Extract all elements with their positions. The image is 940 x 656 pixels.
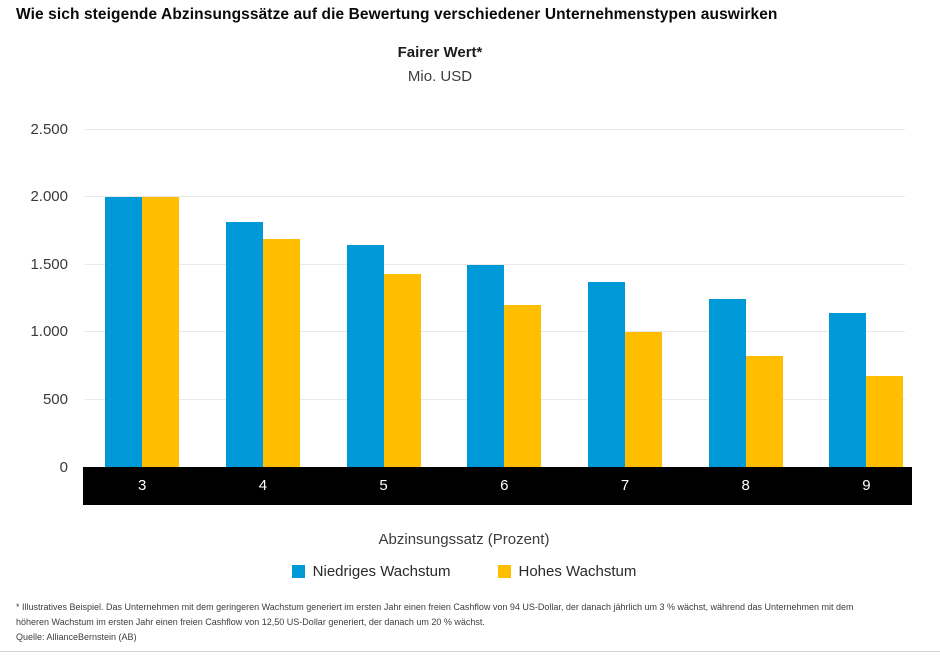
footnote-block: * Illustratives Beispiel. Das Unternehme…	[16, 600, 874, 645]
y-axis-tick-label: 2.500	[30, 120, 68, 138]
x-axis-tick-label: 3	[138, 477, 147, 494]
bar	[625, 332, 662, 467]
gridline	[85, 196, 905, 198]
fair-value-title: Fairer Wert*	[397, 44, 483, 61]
legend-swatch-blue-icon	[291, 565, 305, 578]
bar	[467, 265, 505, 467]
x-axis-band	[83, 467, 912, 505]
bar	[588, 282, 625, 467]
bar	[745, 356, 783, 467]
legend-item-niedriges-wachstum: Niedriges Wachstum	[291, 563, 451, 580]
bar	[142, 197, 180, 467]
legend-swatch-yellow-icon	[497, 565, 511, 578]
footnote: * Illustratives Beispiel. Das Unternehme…	[16, 602, 854, 627]
bar	[346, 245, 384, 467]
chart-subtitle-box: Fairer Wert* Mio. USD	[0, 44, 880, 85]
legend-item-hohes-wachstum: Hohes Wachstum	[497, 563, 637, 580]
legend-label: Niedriges Wachstum	[312, 563, 451, 580]
bar	[383, 274, 421, 467]
bar	[105, 197, 143, 467]
y-axis-tick-label: 2.000	[30, 188, 68, 206]
unit-label: Mio. USD	[407, 68, 473, 85]
bar	[262, 239, 300, 467]
page-bottom-divider	[0, 651, 940, 652]
x-axis-tick-label: 8	[741, 477, 750, 494]
bar	[829, 313, 867, 467]
x-axis-tick-label: 6	[500, 477, 509, 494]
bar	[504, 305, 542, 467]
x-axis-tick-label: 9	[862, 477, 871, 494]
x-axis-title: Abzinsungssatz (Prozent)	[378, 531, 550, 548]
x-axis-tick-label: 4	[258, 477, 268, 494]
bar-chart: 0 500 1.000 1.500 2.000 2.500 3 4 5 6 7 8 9	[30, 120, 912, 505]
bar	[708, 299, 746, 467]
source-note: Quelle: AllianceBernstein (AB)	[16, 632, 137, 642]
legend: Niedriges Wachstum Hohes Wachstum	[0, 563, 928, 580]
bar	[866, 376, 904, 467]
y-axis-tick-label: 1.500	[30, 255, 68, 273]
y-axis-tick-label: 1.000	[30, 323, 68, 341]
x-axis-tick-label: 5	[379, 477, 388, 494]
y-axis-tick-label: 0	[59, 458, 68, 476]
y-axis-tick-label: 500	[42, 390, 68, 408]
x-axis-tick-label: 7	[620, 477, 630, 494]
legend-label: Hohes Wachstum	[518, 563, 637, 580]
gridline	[85, 263, 905, 265]
gridline	[85, 128, 905, 130]
page-title: Wie sich steigende Abzinsungssätze auf d…	[16, 6, 778, 23]
bar	[225, 222, 263, 467]
